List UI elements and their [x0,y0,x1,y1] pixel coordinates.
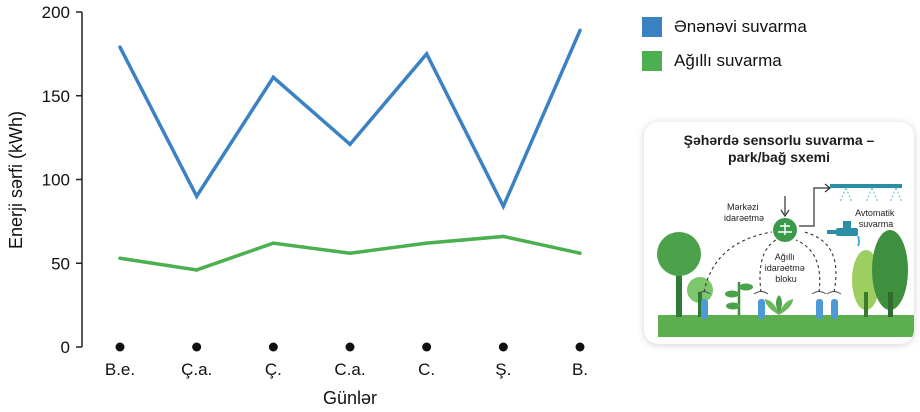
x-tick-dot [498,342,508,352]
x-axis-title: Günlər [323,388,377,408]
x-tick-dot [115,342,125,352]
smart-point [348,251,352,255]
x-tick-dot [422,342,432,352]
smart-point [118,256,122,260]
scheme-title: Şəhərdə sensorlu suvarma – park/bağ sxem… [683,132,875,165]
traditional-point [501,204,506,209]
legend-item-traditional: Ənənəvi suvarma [642,10,807,44]
tree-icon [657,232,713,317]
y-tick-label: 0 [61,338,70,357]
x-tick-dot [268,342,278,352]
smart-point [424,241,429,245]
auto-irrigation-label: Avtomatik suvarma [855,208,897,229]
control-hub-icon [773,183,831,242]
smart-point [578,251,582,255]
x-tick-label: C. [418,360,435,379]
traditional-point [424,52,429,56]
central-control-label: Mərkəzi idarəetmə [724,202,764,223]
y-axis-title: Enerji sərfi (kWh) [6,111,26,249]
legend-swatch-traditional [642,17,662,37]
traditional-point [194,194,199,198]
plant-icon [725,282,793,315]
irrigation-scheme-card: Şəhərdə sensorlu suvarma – park/bağ sxem… [644,122,914,344]
smart-point [501,234,506,239]
smart-point [194,268,199,272]
traditional-point [118,45,122,49]
traditional-point [578,28,582,33]
y-tick-label: 100 [42,171,70,190]
legend: Ənənəvi suvarma Ağıllı suvarma [642,10,807,78]
x-tick-label: Ç. [265,360,282,379]
x-tick-label: C.a. [334,360,365,379]
series-line-traditional [118,29,582,211]
irrigation-scheme-illustration [657,183,914,337]
x-tick-label: Ş. [495,360,511,379]
y-tick-label: 150 [42,87,70,106]
x-tick-label: B. [572,360,588,379]
legend-item-smart: Ağıllı suvarma [642,44,807,78]
smart-block-label: Ağıllı idarəetmə bloku [765,252,808,284]
traditional-point [348,142,352,147]
x-tick-label: B.e. [105,360,135,379]
x-tick-label: Ç.a. [181,360,212,379]
ground-strip [658,315,914,337]
x-axis-ticks: B.e. Ç.a. Ç. C.a. C. Ş. B. [105,342,588,379]
x-tick-dot [192,342,202,352]
x-tick-dot [575,342,585,352]
series-layer [118,28,582,272]
sprinkler-icon [830,184,903,203]
y-axis-ticks: 0 50 100 150 200 [42,3,82,357]
y-tick-label: 50 [51,254,70,273]
tree-icon [852,230,908,317]
line-chart: 0 50 100 150 200 B.e. Ç.a. Ç. C.a. C. Ş. B. Enerji… [6,3,588,408]
water-tap-icon [827,221,860,247]
legend-swatch-smart [642,51,662,71]
legend-label-traditional: Ənənəvi suvarma [674,17,807,36]
traditional-point [271,75,276,80]
scheme-labels: Mərkəzi idarəetmə Ağıllı idarəetmə bloku… [724,202,897,284]
legend-label-smart: Ağıllı suvarma [674,51,782,70]
signal-paths [703,231,837,293]
y-tick-label: 200 [42,3,70,22]
smart-point [271,241,276,245]
x-tick-dot [345,342,355,352]
